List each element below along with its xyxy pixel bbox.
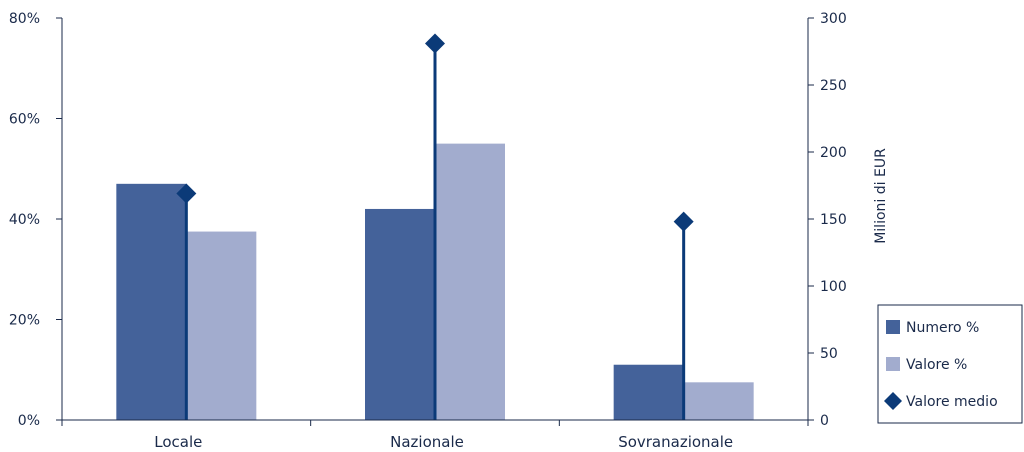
x-tick-label: Locale bbox=[154, 433, 202, 451]
bar-valore-sovranazionale bbox=[683, 382, 754, 420]
legend-label-valore: Valore % bbox=[906, 357, 967, 373]
right-tick-label: 50 bbox=[820, 346, 838, 362]
valore-medio-point-sovranazionale bbox=[673, 211, 694, 232]
right-axis-title: Milioni di EUR bbox=[873, 148, 889, 244]
bar-valore-locale bbox=[186, 231, 257, 420]
plot-area bbox=[116, 33, 754, 420]
legend-swatch-valore bbox=[886, 357, 900, 371]
x-tick-label: Sovranazionale bbox=[618, 433, 733, 451]
left-tick-label: 40% bbox=[9, 212, 40, 228]
right-tick-label: 150 bbox=[820, 212, 847, 228]
x-tick-label: Nazionale bbox=[390, 433, 464, 451]
legend-swatch-valore-medio bbox=[884, 392, 902, 410]
left-tick-label: 60% bbox=[9, 112, 40, 128]
legend-box bbox=[877, 304, 1023, 424]
legend-label-valore-medio: Valore medio bbox=[906, 394, 998, 410]
legend-label-numero: Numero % bbox=[906, 320, 979, 336]
valore-medio-point-nazionale bbox=[425, 33, 445, 54]
bar-numero-sovranazionale bbox=[613, 364, 684, 420]
legend: Numero % Valore % Valore medio bbox=[877, 304, 1023, 424]
right-tick-label: 0 bbox=[820, 413, 829, 429]
right-tick-label: 250 bbox=[820, 78, 847, 94]
right-tick-label: 200 bbox=[820, 145, 847, 161]
left-tick-label: 0% bbox=[18, 413, 40, 429]
bar-valore-nazionale bbox=[435, 143, 505, 420]
axes: 0% 20% 40% 60% 80% 0 50 100 150 200 250 300 Locale Na… bbox=[9, 11, 847, 451]
left-tick-label: 80% bbox=[9, 11, 40, 27]
valore-medio-point-locale bbox=[176, 183, 197, 204]
bar-numero-locale bbox=[116, 183, 187, 420]
right-tick-label: 300 bbox=[820, 11, 847, 27]
left-tick-label: 20% bbox=[9, 313, 40, 329]
right-tick-label: 100 bbox=[820, 279, 847, 295]
bar-numero-nazionale bbox=[365, 208, 435, 420]
legend-swatch-numero bbox=[886, 320, 900, 334]
